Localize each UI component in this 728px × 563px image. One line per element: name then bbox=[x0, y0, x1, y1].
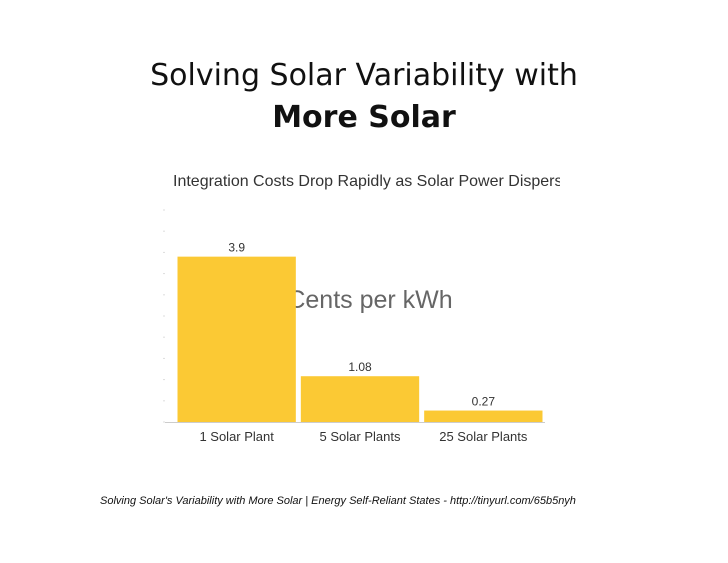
category-label: 1 Solar Plant bbox=[199, 429, 274, 444]
category-label: 25 Solar Plants bbox=[439, 429, 528, 444]
slide-title-line1: Solving Solar Variability with bbox=[150, 58, 578, 93]
category-label: 5 Solar Plants bbox=[320, 429, 401, 444]
bar bbox=[177, 256, 296, 422]
bar-value-label: 0.27 bbox=[472, 395, 496, 409]
chart-title: Integration Costs Drop Rapidly as Solar … bbox=[173, 173, 560, 190]
slide-title-line2: More Solar bbox=[272, 100, 456, 135]
chart-subtitle: Cents per kWh bbox=[287, 286, 452, 314]
source-footer: Solving Solar's Variability with More So… bbox=[100, 495, 576, 507]
bar bbox=[424, 410, 543, 422]
category-labels-group: 1 Solar Plant 5 Solar Plants 25 Solar Plan… bbox=[199, 429, 527, 444]
bar bbox=[300, 376, 420, 422]
bars-group bbox=[177, 256, 543, 422]
bar-value-label: 3.9 bbox=[228, 241, 245, 255]
y-axis-ticks bbox=[163, 209, 165, 423]
bar-chart: Integration Costs Drop Rapidly as Solar … bbox=[163, 173, 560, 444]
value-labels-group: 3.9 1.08 0.27 bbox=[228, 241, 495, 409]
bar-value-label: 1.08 bbox=[348, 360, 372, 374]
